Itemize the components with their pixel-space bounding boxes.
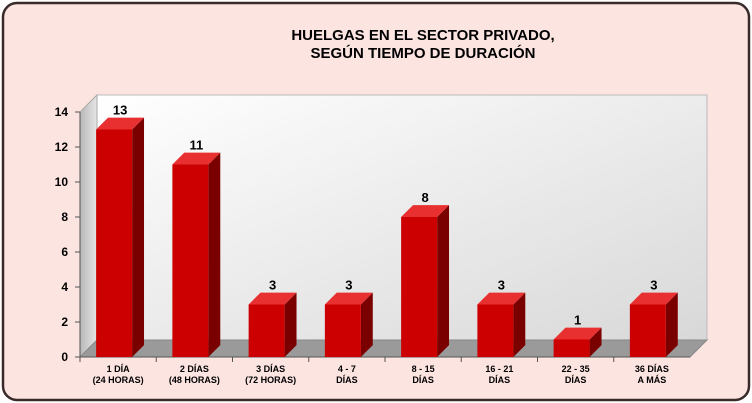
x-tick-label: 2 DÍAS (48 HORAS) bbox=[169, 364, 220, 385]
x-tick-label: 8 - 15 DÍAS bbox=[412, 364, 435, 385]
bar-side bbox=[284, 292, 297, 357]
side-wall bbox=[79, 93, 98, 359]
value-label: 3 bbox=[498, 278, 505, 293]
x-tick-label-line: DÍAS bbox=[565, 375, 587, 385]
x-tick-label: 16 - 21 DÍAS bbox=[485, 364, 513, 385]
x-tick-label: 22 - 35 DÍAS bbox=[562, 364, 590, 385]
bar-top bbox=[172, 152, 221, 165]
bar-top bbox=[477, 292, 526, 305]
y-tick-label: 0 bbox=[61, 350, 68, 364]
bar-side bbox=[437, 205, 450, 357]
x-tick-label-line: (48 HORAS) bbox=[169, 375, 220, 385]
x-tick-label-line: 8 - 15 bbox=[412, 364, 435, 374]
bar-side bbox=[360, 292, 373, 357]
x-tick-label: 4 - 7 DÍAS bbox=[336, 364, 358, 385]
bar-top bbox=[324, 292, 373, 305]
y-tick-label: 8 bbox=[61, 210, 68, 224]
bar-top bbox=[629, 292, 678, 305]
value-label: 1 bbox=[574, 313, 581, 328]
bar-side bbox=[132, 117, 145, 357]
x-tick-label-line: (24 HORAS) bbox=[93, 375, 144, 385]
bar-top bbox=[553, 327, 602, 340]
bar bbox=[477, 304, 514, 357]
value-label: 11 bbox=[190, 138, 204, 153]
x-tick-label-line: DÍAS bbox=[489, 375, 511, 385]
chart-title: SEGÚN TIEMPO DE DURACIÓN bbox=[310, 44, 535, 62]
y-tick-label: 2 bbox=[61, 315, 68, 329]
y-tick-label: 12 bbox=[55, 140, 69, 154]
x-tick-label: 1 DÍA (24 HORAS) bbox=[93, 364, 144, 385]
y-tick-label: 10 bbox=[55, 175, 69, 189]
x-tick-label-line: 36 DÍAS bbox=[635, 364, 669, 374]
bar-top bbox=[96, 117, 145, 130]
bar bbox=[172, 164, 209, 357]
x-tick-label-line: DÍAS bbox=[412, 375, 434, 385]
bar bbox=[324, 304, 361, 357]
bar bbox=[248, 304, 285, 357]
value-label: 8 bbox=[422, 190, 429, 205]
bar-side bbox=[665, 292, 678, 357]
y-tick-label: 14 bbox=[55, 105, 69, 119]
x-tick-label-line: 16 - 21 bbox=[485, 364, 513, 374]
bar-top bbox=[401, 205, 450, 217]
bar-side bbox=[208, 152, 221, 357]
value-label: 13 bbox=[113, 103, 127, 118]
x-tick-label-line: 3 DÍAS bbox=[256, 364, 285, 374]
bar bbox=[629, 304, 666, 357]
value-label: 3 bbox=[650, 278, 657, 293]
value-label: 3 bbox=[345, 278, 352, 293]
x-tick-label-line: 4 - 7 bbox=[338, 364, 356, 374]
bar bbox=[96, 129, 133, 357]
y-tick-label: 4 bbox=[61, 280, 68, 294]
y-tick-label: 6 bbox=[61, 245, 68, 259]
bar bbox=[401, 217, 438, 357]
x-tick-label-line: 22 - 35 bbox=[562, 364, 590, 374]
x-tick-label: 36 DÍAS A MÁS bbox=[635, 364, 669, 385]
chart-title: HUELGAS EN EL SECTOR PRIVADO, bbox=[291, 27, 554, 44]
bar-side bbox=[513, 292, 526, 357]
x-tick-label: 3 DÍAS (72 HORAS) bbox=[245, 364, 296, 385]
bar bbox=[553, 339, 590, 357]
x-tick-label-line: DÍAS bbox=[336, 375, 358, 385]
x-tick-label-line: 1 DÍA bbox=[107, 364, 131, 374]
bar-side bbox=[589, 327, 602, 357]
x-tick-label-line: A MÁS bbox=[638, 375, 667, 385]
value-label: 3 bbox=[269, 278, 276, 293]
x-tick-label-line: (72 HORAS) bbox=[245, 375, 296, 385]
bar-top bbox=[248, 292, 297, 305]
x-tick-label-line: 2 DÍAS bbox=[180, 364, 209, 374]
